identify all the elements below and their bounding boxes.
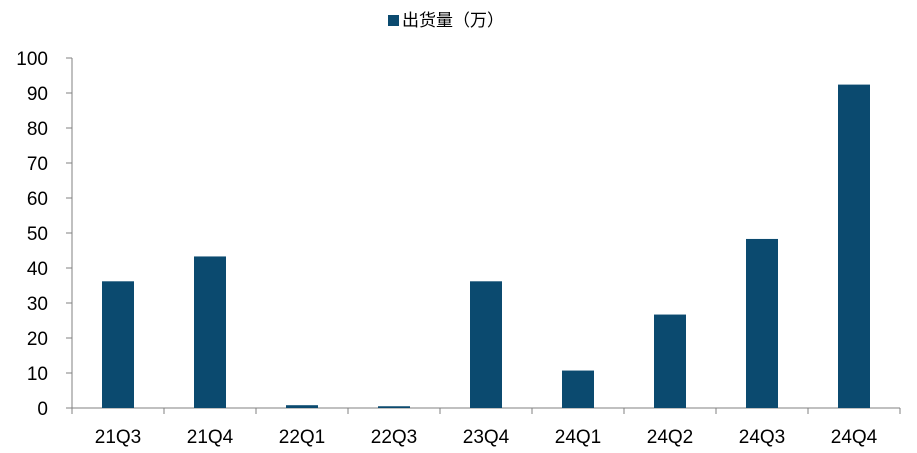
- y-tick-label: 50: [27, 224, 48, 245]
- x-axis: 21Q3 21Q4 22Q1 22Q3 23Q4 24Q1 24Q2 24Q3 24Q4: [71, 407, 901, 448]
- y-tick-label: 0: [37, 399, 48, 420]
- bar: [470, 281, 502, 408]
- bar: [838, 84, 870, 408]
- x-tick-label: 23Q4: [463, 427, 510, 448]
- y-tick-label: 10: [27, 364, 48, 385]
- x-tick-label: 24Q3: [739, 427, 785, 448]
- bar: [562, 370, 594, 408]
- legend-label: 出货量（万）: [402, 11, 504, 31]
- y-axis: 0 10 20 30 40 50 60 70 80 90 100: [16, 49, 73, 420]
- y-tick-label: 40: [27, 259, 48, 280]
- y-tick-label: 60: [27, 189, 48, 210]
- bar: [746, 238, 778, 408]
- bar: [194, 256, 226, 408]
- x-tick-label: 24Q2: [647, 427, 693, 448]
- x-tick-label: 21Q3: [95, 427, 141, 448]
- bar: [102, 281, 134, 408]
- y-tick-label: 70: [27, 154, 48, 175]
- x-tick-label: 22Q1: [279, 427, 325, 448]
- y-tick-label: 20: [27, 329, 48, 350]
- legend-swatch: [388, 15, 399, 26]
- x-tick-label: 24Q1: [555, 427, 601, 448]
- x-tick-label: 21Q4: [187, 427, 234, 448]
- bar: [654, 314, 686, 408]
- y-tick-label: 100: [16, 49, 48, 70]
- legend: 出货量（万）: [388, 11, 504, 31]
- y-tick-label: 30: [27, 294, 48, 315]
- y-tick-label: 80: [27, 119, 48, 140]
- x-tick-label: 24Q4: [831, 427, 878, 448]
- bars: [102, 84, 870, 408]
- bar: [286, 405, 318, 408]
- x-tick-label: 22Q3: [371, 427, 417, 448]
- bar: [378, 406, 410, 408]
- y-tick-label: 90: [27, 84, 48, 105]
